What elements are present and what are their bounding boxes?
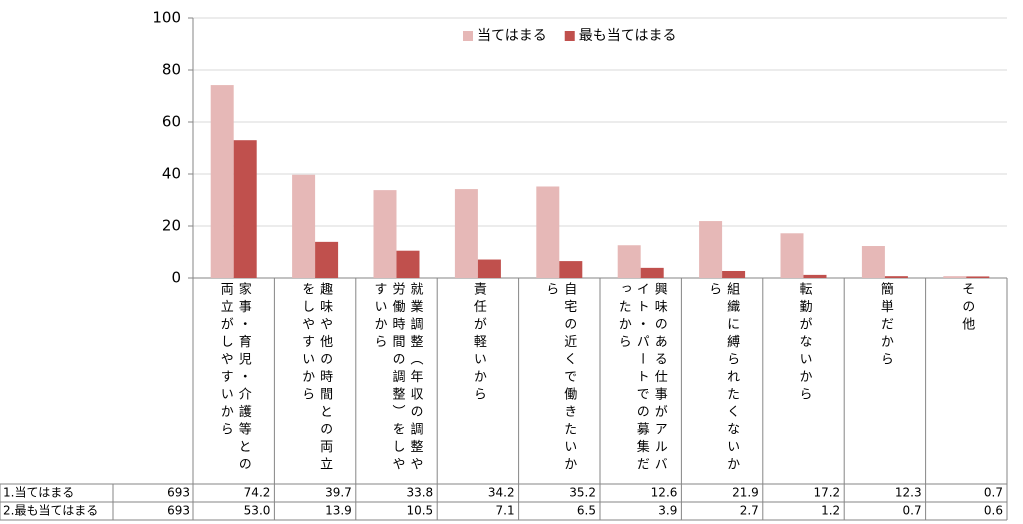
table-value: 1.2 [821, 504, 840, 518]
bar [373, 190, 397, 278]
category-cell: 就業調整（年収の調整や労働時間の調整）をしやすいから [356, 282, 437, 482]
category-cell: 簡単だから [844, 282, 925, 482]
y-tick-label: 0 [171, 269, 181, 287]
legend-label: 最も当てはまる [579, 28, 677, 44]
table-value: 34.2 [488, 486, 515, 500]
y-tick-label: 80 [162, 61, 181, 79]
bar [803, 274, 827, 278]
table-value: 74.2 [244, 486, 271, 500]
bar [722, 270, 746, 278]
x-tick-label: 簡単だから [877, 282, 893, 370]
table-value: 0.7 [903, 504, 922, 518]
x-tick-label: 自宅の近くで働きたいから [543, 282, 577, 475]
table-value: 33.8 [406, 486, 433, 500]
category-cell: 自宅の近くで働きたいから [519, 282, 600, 482]
legend-label: 当てはまる [477, 28, 547, 44]
bar [396, 250, 420, 278]
x-tick-label: 就業調整（年収の調整や労働時間の調整）をしやすいから [371, 282, 423, 475]
y-tick-label: 40 [162, 165, 181, 183]
bar [780, 233, 804, 278]
x-tick-label: その他 [959, 282, 975, 335]
table-value: 17.2 [813, 486, 840, 500]
table-value: 3.9 [658, 504, 677, 518]
bar [454, 189, 478, 278]
table-value: 35.2 [569, 486, 596, 500]
legend-swatch [564, 31, 575, 41]
table-value: 53.0 [244, 504, 271, 518]
bar [315, 241, 339, 278]
bar [210, 85, 234, 278]
bar [536, 186, 560, 278]
table-value: 13.9 [325, 504, 352, 518]
bar [861, 246, 885, 278]
table-n: 693 [167, 486, 190, 500]
bar [477, 259, 501, 278]
table-value: 12.3 [895, 486, 922, 500]
table-value: 0.7 [984, 486, 1003, 500]
bar [640, 267, 664, 278]
table-value: 12.6 [651, 486, 678, 500]
legend-swatch [463, 31, 473, 41]
table-value: 2.7 [740, 504, 759, 518]
table-value: 6.5 [577, 504, 596, 518]
bar [292, 174, 316, 278]
category-cell: 組織に縛られたくないから [681, 282, 762, 482]
bar [233, 140, 257, 278]
bar [966, 276, 990, 278]
category-cell: 趣味や他の時間との両立をしやすいから [274, 282, 355, 482]
category-cell: 興味のある仕事がアルバイト・パートでの募集だったから [600, 282, 681, 482]
x-tick-label: 興味のある仕事がアルバイト・パートでの募集だったから [615, 282, 667, 475]
category-cell: 家事・育児・介護等との両立がしやすいから [193, 282, 274, 482]
x-tick-label: 家事・育児・介護等との両立がしやすいから [217, 282, 251, 475]
x-tick-label: 趣味や他の時間との両立をしやすいから [299, 282, 333, 475]
y-tick-label: 60 [162, 113, 181, 131]
table-value: 7.1 [496, 504, 515, 518]
category-cell: その他 [926, 282, 1007, 482]
bar [884, 276, 908, 278]
table-row-label: 2.最も当てはまる [3, 504, 98, 518]
table-row-label: 1.当てはまる [3, 486, 74, 500]
table-value: 21.9 [732, 486, 759, 500]
category-cell: 転勤がないから [763, 282, 844, 482]
x-tick-label: 責任が軽いから [470, 282, 486, 405]
table-value: 0.6 [984, 504, 1003, 518]
y-tick-label: 100 [152, 9, 181, 27]
x-tick-label: 組織に縛られたくないから [706, 282, 740, 475]
table-value: 39.7 [325, 486, 352, 500]
x-tick-label: 転勤がないから [796, 282, 812, 405]
bar [559, 261, 583, 278]
bar [617, 245, 641, 278]
table-value: 10.5 [406, 504, 433, 518]
table-n: 693 [167, 504, 190, 518]
bar [699, 221, 723, 278]
category-cell: 責任が軽いから [437, 282, 518, 482]
y-tick-label: 20 [162, 217, 181, 235]
bar [943, 276, 967, 278]
